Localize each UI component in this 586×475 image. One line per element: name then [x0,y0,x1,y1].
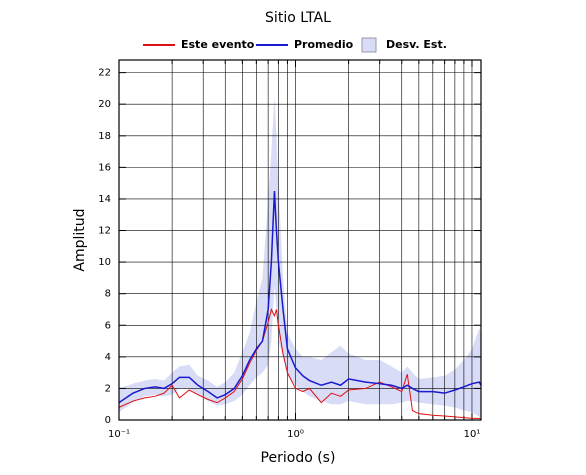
std-band [119,96,481,417]
legend-label: Promedio [294,38,354,51]
plot-frame [118,59,482,421]
y-tick-label: 16 [98,162,111,173]
y-tick-label: 2 [105,383,111,394]
x-tick-label: 10⁰ [287,429,304,440]
x-axis-label: Periodo (s) [261,450,336,466]
y-tick-label: 22 [98,68,111,79]
y-tick-label: 20 [98,99,111,110]
legend-swatch [361,37,377,53]
y-tick-label: 18 [98,131,111,142]
x-tick-label: 10⁻¹ [108,429,130,440]
y-tick-label: 14 [98,194,111,205]
y-axis-label: Amplitud [72,208,88,271]
y-tick-label: 0 [105,415,111,426]
x-tick-label: 10¹ [464,429,481,440]
y-tick-label: 4 [105,352,111,363]
legend-label: Desv. Est. [386,38,447,51]
y-tick-label: 10 [98,257,111,268]
series-line [118,191,482,404]
y-tick-label: 6 [105,320,111,331]
chart-title: Sitio LTAL [265,10,331,26]
legend-label: Este evento [181,38,255,51]
y-tick-label: 12 [98,226,111,237]
y-tick-label: 8 [105,289,111,300]
series-line [118,308,482,420]
